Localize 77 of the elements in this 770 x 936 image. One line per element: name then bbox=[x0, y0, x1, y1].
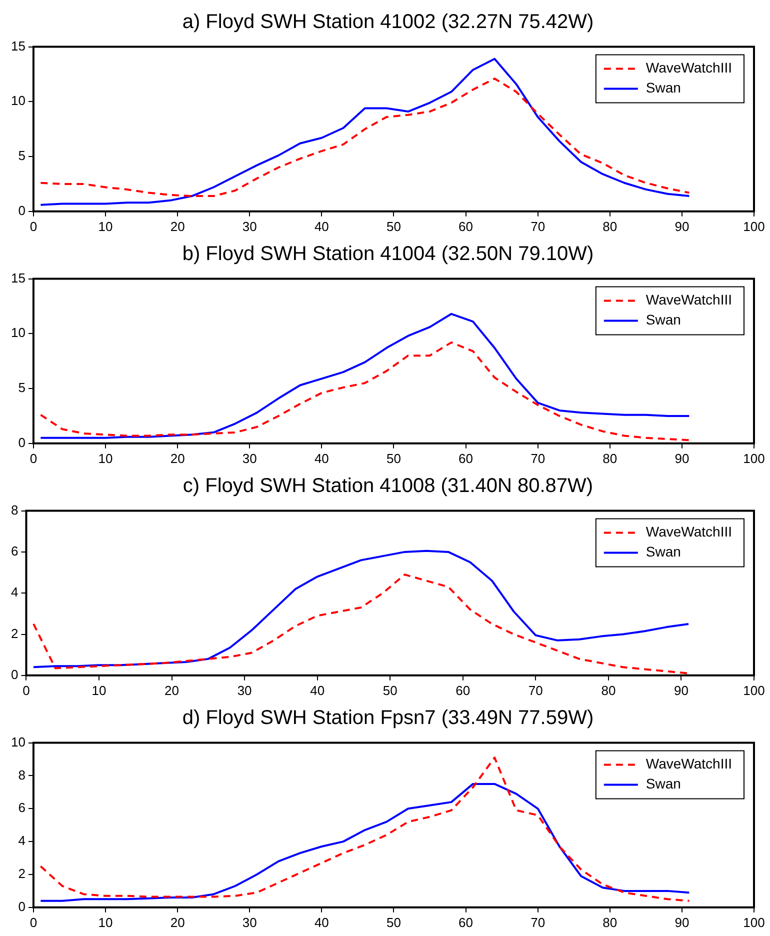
x-tick-label: 70 bbox=[530, 914, 546, 930]
x-tick-label: 40 bbox=[314, 218, 329, 234]
x-tick-label: 0 bbox=[30, 914, 38, 930]
x-tick-label: 0 bbox=[30, 450, 38, 466]
y-tick-label: 0 bbox=[18, 434, 26, 450]
y-tick-label: 15 bbox=[10, 270, 26, 286]
legend-label: WaveWatchIII bbox=[646, 292, 732, 308]
legend-label: WaveWatchIII bbox=[646, 756, 732, 772]
x-tick-label: 20 bbox=[170, 914, 185, 930]
x-tick-label: 100 bbox=[743, 682, 765, 698]
x-tick-label: 10 bbox=[92, 682, 106, 698]
x-tick-label: 60 bbox=[458, 914, 474, 930]
legend-label: Swan bbox=[646, 312, 681, 328]
y-tick-label: 4 bbox=[18, 833, 26, 848]
x-tick-label: 90 bbox=[674, 218, 690, 234]
x-tick-label: 80 bbox=[602, 914, 618, 930]
x-tick-label: 100 bbox=[743, 914, 765, 930]
y-tick-label: 4 bbox=[10, 584, 18, 600]
y-tick-label: 15 bbox=[10, 38, 26, 54]
legend-label: Swan bbox=[646, 776, 681, 792]
x-tick-label: 60 bbox=[458, 450, 474, 466]
line-series bbox=[40, 78, 690, 198]
legend-label: WaveWatchIII bbox=[646, 524, 732, 540]
chart-title: c) Floyd SWH Station 41008 (31.40N 80.87W) bbox=[182, 474, 594, 499]
x-tick-label: 40 bbox=[314, 914, 329, 930]
y-tick-label: 2 bbox=[10, 626, 18, 641]
x-tick-label: 30 bbox=[242, 218, 257, 234]
x-tick-label: 10 bbox=[98, 218, 113, 234]
x-tick-label: 50 bbox=[386, 218, 401, 234]
x-tick-label: 80 bbox=[602, 450, 618, 466]
y-tick-label: 10 bbox=[10, 93, 26, 108]
x-tick-label: 70 bbox=[528, 682, 543, 698]
x-tick-label: 80 bbox=[602, 218, 618, 234]
x-tick-label: 90 bbox=[674, 914, 690, 930]
y-tick-label: 0 bbox=[10, 666, 18, 682]
x-tick-label: 20 bbox=[164, 682, 180, 698]
x-tick-label: 80 bbox=[601, 682, 616, 698]
x-tick-label: 10 bbox=[98, 914, 113, 930]
y-tick-label: 2 bbox=[18, 866, 26, 882]
x-tick-label: 50 bbox=[386, 450, 401, 466]
x-tick-label: 70 bbox=[530, 218, 546, 234]
chart-title: d) Floyd SWH Station Fpsn7 (33.49N 77.59W) bbox=[181, 706, 595, 731]
x-tick-label: 60 bbox=[456, 682, 470, 698]
legend-label: WaveWatchIII bbox=[646, 60, 732, 76]
y-tick-label: 6 bbox=[10, 544, 18, 559]
x-tick-label: 50 bbox=[386, 914, 401, 930]
y-tick-label: 6 bbox=[18, 800, 26, 816]
x-tick-label: 100 bbox=[743, 218, 765, 234]
legend-label: Swan bbox=[646, 80, 681, 96]
y-tick-label: 8 bbox=[18, 767, 26, 782]
x-tick-label: 90 bbox=[674, 450, 690, 466]
y-tick-label: 0 bbox=[18, 202, 26, 218]
x-tick-label: 10 bbox=[98, 450, 113, 466]
x-tick-label: 50 bbox=[382, 682, 398, 698]
y-tick-label: 0 bbox=[18, 898, 26, 914]
y-tick-label: 10 bbox=[10, 325, 26, 340]
x-tick-label: 90 bbox=[674, 682, 688, 698]
x-tick-label: 0 bbox=[30, 218, 38, 234]
x-tick-label: 20 bbox=[170, 218, 185, 234]
y-tick-label: 10 bbox=[10, 734, 26, 750]
x-tick-label: 60 bbox=[458, 218, 474, 234]
y-tick-label: 5 bbox=[18, 148, 26, 164]
y-tick-label: 8 bbox=[10, 502, 18, 518]
x-tick-label: 100 bbox=[743, 450, 765, 466]
chart-title: b) Floyd SWH Station 41004 (32.50N 79.10W) bbox=[181, 242, 595, 267]
x-tick-label: 30 bbox=[242, 914, 257, 930]
y-tick-label: 5 bbox=[18, 380, 26, 396]
line-series bbox=[32, 574, 690, 674]
x-tick-label: 30 bbox=[237, 682, 252, 698]
x-tick-label: 40 bbox=[310, 682, 325, 698]
line-series bbox=[40, 341, 690, 442]
x-tick-label: 40 bbox=[314, 450, 329, 466]
x-tick-label: 30 bbox=[242, 450, 257, 466]
x-tick-label: 20 bbox=[170, 450, 185, 466]
x-tick-label: 70 bbox=[530, 450, 546, 466]
chart-title: a) Floyd SWH Station 41002 (32.27N 75.42W) bbox=[181, 10, 595, 35]
legend-label: Swan bbox=[646, 544, 681, 560]
